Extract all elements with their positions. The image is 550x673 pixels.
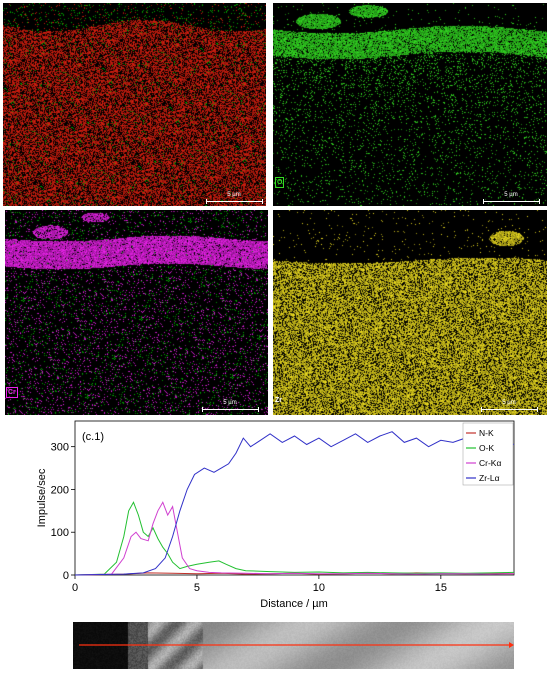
y-tick-label: 300 (51, 442, 69, 454)
chart-annotation: (c.1) (82, 431, 104, 443)
map-panel-n: 5 µm (3, 3, 266, 206)
x-tick-label: 10 (313, 582, 325, 594)
y-tick-label: 0 (63, 570, 69, 582)
element-label-o: O (275, 177, 285, 188)
scan-line (79, 642, 514, 648)
chart-legend: N-K O-K Cr-Kα Zr-Lα (462, 422, 514, 486)
series-line-2 (74, 501, 515, 576)
scale-bar (206, 199, 263, 204)
element-label-zr: Zr (275, 397, 282, 404)
scale-label: 5 µm (502, 400, 516, 406)
map-panel-o: O 5 µm (273, 3, 547, 206)
series-line-1 (74, 501, 515, 576)
map-panel-zr: Zr 5 µm (273, 210, 547, 415)
line-scan-chart: 0 100 200 300 0 5 10 15 (c.1) Impulse/sec Dista… (36, 420, 515, 610)
x-tick-label: 0 (72, 582, 78, 594)
x-tick-label: 15 (435, 582, 447, 594)
zr-map-image (273, 210, 547, 415)
scale-label: 5 µm (227, 192, 241, 198)
legend-entry: Zr-Lα (479, 473, 500, 483)
x-axis-label: Distance / µm (260, 598, 327, 610)
element-label-cr: Cr (6, 387, 18, 398)
o-map-image (273, 3, 547, 206)
scale-label: 5 µm (223, 400, 237, 406)
map-panel-cr: Cr 5 µm (5, 210, 268, 415)
scale-label: 5 µm (504, 192, 518, 198)
sem-line-scan-image (73, 622, 514, 669)
scale-bar (483, 199, 540, 204)
legend-entry: O-K (479, 443, 494, 453)
series-line-3 (74, 431, 515, 576)
scale-bar (202, 407, 259, 412)
cr-map-image (5, 210, 268, 415)
plot-frame (74, 420, 515, 576)
x-tick-label: 5 (194, 582, 200, 594)
y-axis-label: Impulse/sec (36, 468, 48, 527)
scale-bar (481, 407, 538, 412)
legend-entry: N-K (479, 428, 494, 438)
legend-entry: Cr-Kα (479, 458, 501, 468)
y-tick-label: 100 (51, 527, 69, 539)
n-map-image (3, 3, 266, 206)
y-tick-label: 200 (51, 484, 69, 496)
